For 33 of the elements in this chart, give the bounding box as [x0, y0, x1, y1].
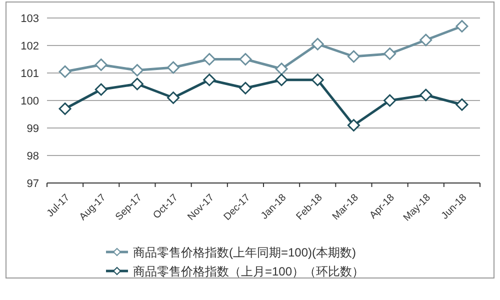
legend-label: 商品零售价格指数（上月=100）（环比数）	[133, 264, 364, 278]
point	[167, 61, 180, 74]
point	[58, 65, 72, 78]
point	[275, 74, 288, 86]
y-tick-label: 100	[20, 96, 39, 108]
point	[203, 53, 216, 66]
point	[420, 34, 432, 46]
point	[347, 119, 360, 132]
point	[275, 62, 288, 76]
y-tick-label: 99	[26, 123, 39, 135]
point	[420, 88, 432, 102]
point	[456, 98, 468, 111]
point	[311, 38, 324, 50]
y-tick-label: 98	[26, 150, 39, 162]
legend-label: 商品零售价格指数(上年同期=100)(本期数)	[133, 246, 356, 260]
point	[94, 58, 108, 71]
point	[384, 94, 396, 107]
y-tick-label: 97	[26, 178, 39, 190]
point	[347, 50, 360, 63]
point	[130, 78, 144, 90]
point	[203, 74, 216, 86]
point	[311, 74, 324, 86]
y-tick-label: 101	[20, 68, 39, 80]
point	[456, 20, 468, 32]
point	[94, 83, 108, 96]
point	[130, 64, 144, 76]
point	[58, 102, 72, 115]
point	[239, 53, 252, 66]
point	[384, 48, 396, 60]
point	[239, 82, 252, 94]
y-tick-label: 102	[20, 40, 39, 52]
y-tick-label: 103	[20, 13, 39, 25]
point	[167, 92, 180, 104]
